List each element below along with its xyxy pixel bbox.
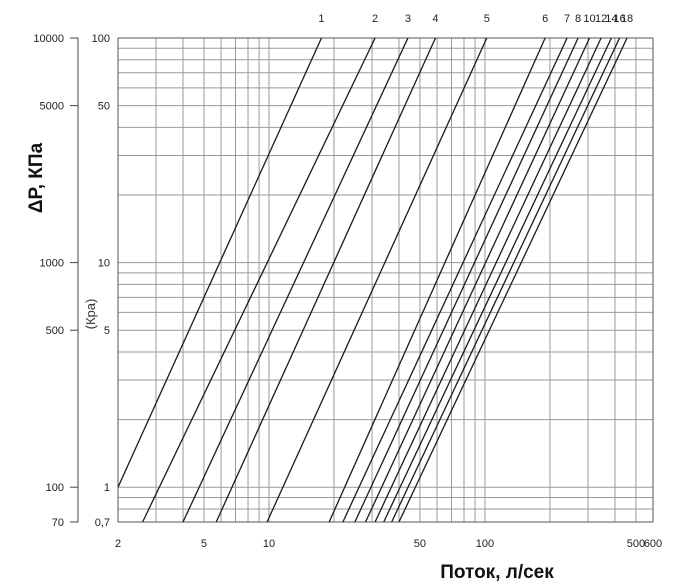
inner-y-tick-label: 50: [98, 101, 110, 113]
curve-label-14: 14: [605, 13, 617, 25]
outer-y-tick-label: 5000: [40, 101, 64, 113]
curve-label-12: 12: [595, 13, 607, 25]
x-axis-title: Поток, л/сек: [440, 562, 554, 583]
curve-1: [117, 37, 323, 488]
curve-4: [215, 37, 437, 523]
y-axis-title: ΔP, КПа: [26, 142, 47, 213]
x-tick-label: 600: [644, 538, 662, 550]
curve-5: [266, 37, 488, 523]
curve-label-10: 10: [583, 13, 595, 25]
x-tick-label: 500: [627, 538, 645, 550]
curve-label-7: 7: [564, 13, 570, 25]
plot-frame: [117, 37, 654, 523]
outer-y-tick-label: 100: [46, 482, 64, 494]
curve-label-3: 3: [405, 13, 411, 25]
curves: [117, 37, 628, 523]
curve-label-6: 6: [542, 13, 548, 25]
curve-label-4: 4: [432, 13, 438, 25]
x-tick-label: 2: [115, 538, 121, 550]
x-tick-label: 100: [476, 538, 494, 550]
curve-14: [383, 37, 612, 523]
outer-y-tick-label: 1000: [40, 258, 64, 270]
curve-8: [354, 37, 579, 523]
inner-y-tick-label: 100: [92, 33, 110, 45]
outer-y-tick-label: 70: [52, 517, 64, 529]
curve-2: [142, 37, 376, 523]
x-tick-label: 10: [263, 538, 275, 550]
x-tick-label: 50: [414, 538, 426, 550]
curve-label-16: 16: [613, 13, 625, 25]
curve-10: [364, 37, 591, 523]
curve-16: [391, 37, 621, 523]
outer-y-tick-label: 10000: [33, 33, 64, 45]
curve-18: [398, 37, 628, 523]
inner-y-tick-label: 0,7: [95, 517, 110, 529]
curve-7: [342, 37, 568, 523]
curve-label-18: 18: [621, 13, 633, 25]
curve-6: [328, 37, 546, 523]
inner-y-tick-label: 10: [98, 258, 110, 270]
curve-12: [374, 37, 602, 523]
inner-y-tick-label: 1: [104, 482, 110, 494]
x-tick-label: 5: [201, 538, 207, 550]
outer-y-tick-label: 500: [46, 325, 64, 337]
inner-axis-unit-label: (Кра): [83, 299, 98, 330]
curve-label-5: 5: [484, 13, 490, 25]
curve-3: [182, 37, 409, 523]
curve-label-2: 2: [372, 13, 378, 25]
inner-y-tick-label: 5: [104, 325, 110, 337]
curve-label-1: 1: [318, 13, 324, 25]
curve-label-8: 8: [575, 13, 581, 25]
